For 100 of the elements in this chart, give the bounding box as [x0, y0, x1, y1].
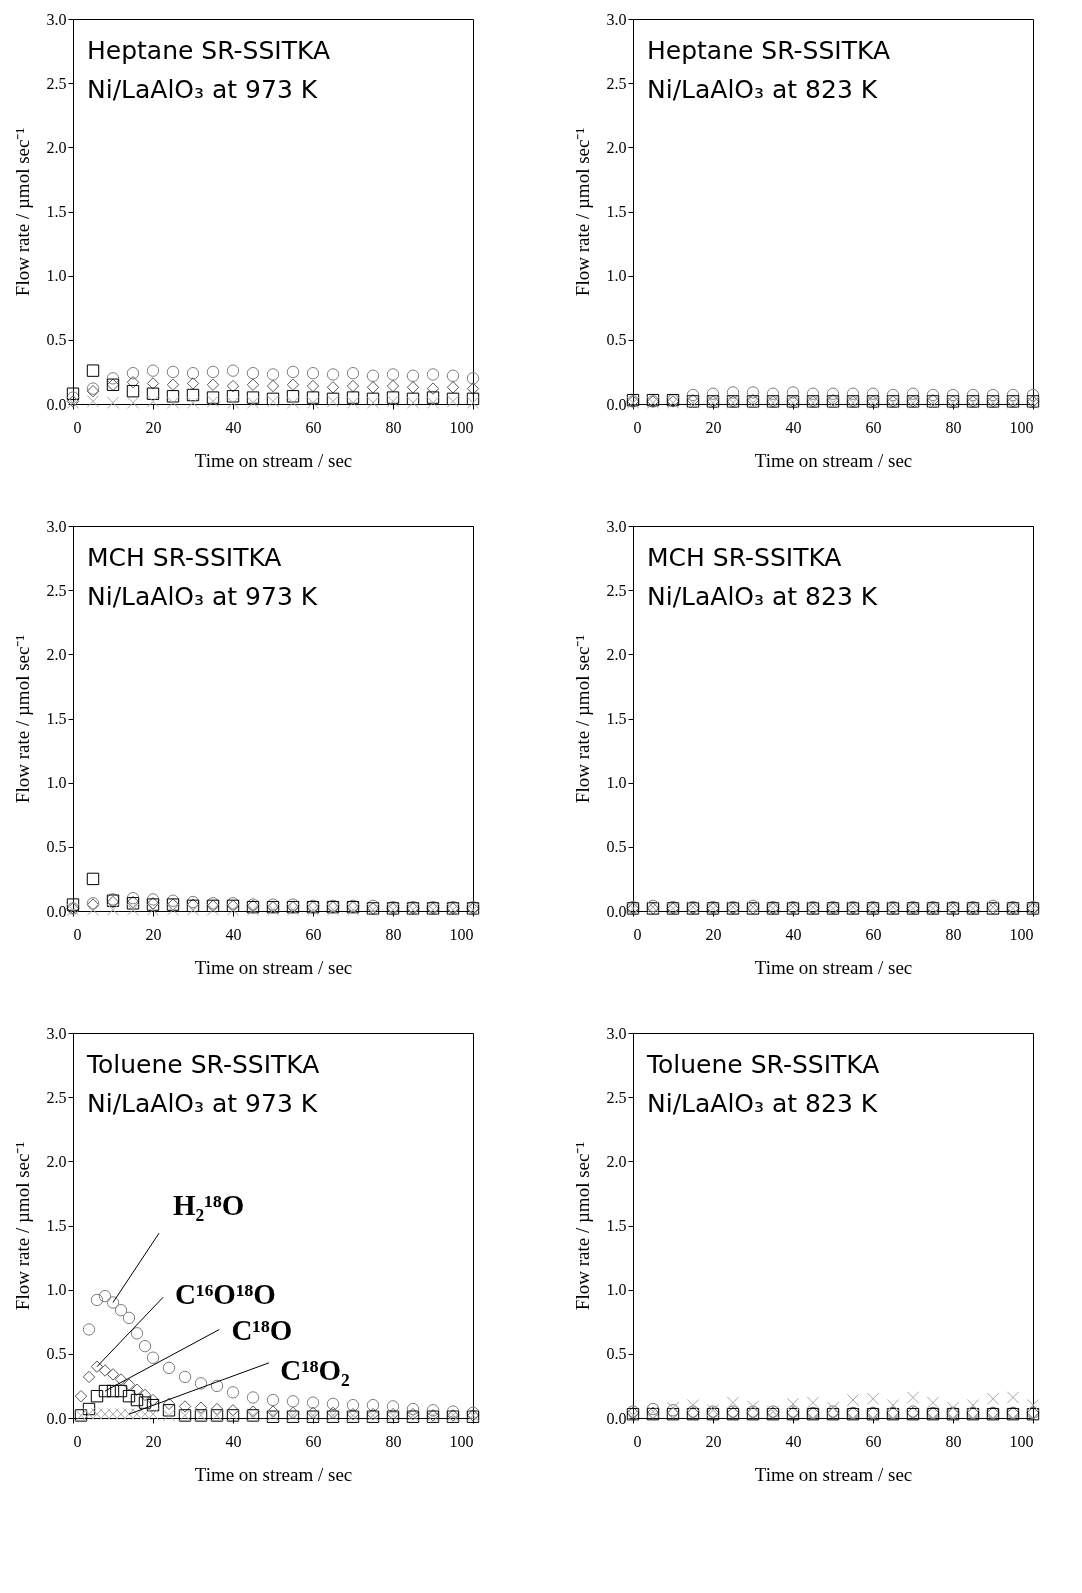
x-axis-title: Time on stream / sec [754, 449, 913, 471]
x-axis-title: Time on stream / sec [194, 1463, 353, 1485]
y-tick-label: 0.5 [606, 838, 627, 856]
annotation: H₂¹⁸O [173, 1189, 245, 1222]
y-tick-label: 0.5 [46, 331, 67, 349]
text: Ni/LaAlO₃ at 823 K [647, 1089, 878, 1118]
y-tick-label: 0.0 [46, 395, 67, 413]
text: Toluene SR-SSITKA [86, 1050, 320, 1079]
y-tick-label: 3.0 [606, 1024, 627, 1042]
text: MCH SR-SSITKA [647, 543, 842, 572]
y-tick-label: 1.5 [46, 203, 67, 220]
x-tick-label: 80 [385, 925, 402, 943]
y-tick-label: 0.5 [46, 1345, 67, 1363]
x-tick-label: 40 [785, 925, 802, 943]
y-axis-title: Flow rate / µmol sec⁻¹ [11, 127, 33, 297]
x-tick-label: 80 [385, 418, 402, 436]
y-tick-label: 2.0 [46, 1152, 67, 1170]
x-tick-label: 40 [225, 418, 242, 436]
text: Toluene SR-SSITKA [646, 1050, 880, 1079]
y-tick-label: 1.5 [46, 1217, 67, 1234]
y-tick-label: 3.0 [46, 1024, 67, 1042]
x-tick-label: 0 [73, 1432, 82, 1450]
y-axis-title: Flow rate / µmol sec⁻¹ [11, 634, 33, 804]
y-tick-label: 3.0 [46, 10, 67, 28]
x-tick-label: 100 [1009, 418, 1034, 436]
y-tick-label: 2.0 [606, 138, 627, 156]
y-tick-label: 1.5 [606, 1217, 627, 1234]
y-tick-label: 0.0 [606, 395, 627, 413]
x-axis-title: Time on stream / sec [194, 956, 353, 978]
x-tick-label: 20 [145, 418, 162, 436]
text: Ni/LaAlO₃ at 973 K [87, 75, 318, 104]
x-axis-title: Time on stream / sec [754, 1463, 913, 1485]
y-axis-title: Flow rate / µmol sec⁻¹ [571, 1141, 593, 1311]
x-tick-label: 80 [945, 1432, 962, 1450]
x-tick-label: 60 [865, 418, 882, 436]
annotation: C¹⁸O [231, 1313, 293, 1346]
y-tick-label: 0.5 [46, 838, 67, 856]
x-tick-label: 40 [785, 1432, 802, 1450]
x-tick-label: 40 [785, 418, 802, 436]
y-axis-title: Flow rate / µmol sec⁻¹ [11, 1141, 33, 1311]
x-tick-label: 80 [945, 925, 962, 943]
x-tick-label: 60 [305, 1432, 322, 1450]
x-tick-label: 0 [633, 418, 642, 436]
x-tick-label: 100 [449, 418, 474, 436]
y-tick-label: 3.0 [46, 517, 67, 535]
text: Ni/LaAlO₃ at 823 K [647, 75, 878, 104]
y-tick-label: 1.0 [606, 1281, 627, 1299]
y-axis-title: Flow rate / µmol sec⁻¹ [571, 634, 593, 804]
text: Ni/LaAlO₃ at 973 K [87, 1089, 318, 1118]
y-tick-label: 1.0 [46, 1281, 67, 1299]
text: MCH SR-SSITKA [87, 543, 282, 572]
y-tick-label: 2.0 [606, 1152, 627, 1170]
y-tick-label: 1.0 [606, 774, 627, 792]
y-tick-label: 2.5 [46, 74, 67, 92]
x-tick-label: 20 [705, 925, 722, 943]
x-tick-label: 0 [73, 925, 82, 943]
x-tick-label: 20 [705, 418, 722, 436]
x-tick-label: 80 [385, 1432, 402, 1450]
x-tick-label: 0 [633, 1432, 642, 1450]
y-tick-label: 2.5 [606, 581, 627, 599]
x-tick-label: 100 [449, 1432, 474, 1450]
x-axis-title: Time on stream / sec [754, 956, 913, 978]
y-tick-label: 2.0 [46, 138, 67, 156]
y-tick-label: 2.0 [46, 645, 67, 663]
text: Heptane SR-SSITKA [87, 36, 331, 65]
y-tick-label: 2.5 [46, 1088, 67, 1106]
text: Ni/LaAlO₃ at 823 K [647, 582, 878, 611]
x-tick-label: 20 [145, 1432, 162, 1450]
text: Ni/LaAlO₃ at 973 K [87, 582, 318, 611]
x-tick-label: 20 [145, 925, 162, 943]
y-tick-label: 0.5 [606, 1345, 627, 1363]
y-tick-label: 0.5 [606, 331, 627, 349]
y-tick-label: 1.5 [606, 710, 627, 727]
y-axis-title: Flow rate / µmol sec⁻¹ [571, 127, 593, 297]
x-tick-label: 40 [225, 1432, 242, 1450]
x-tick-label: 60 [865, 1432, 882, 1450]
x-axis-title: Time on stream / sec [194, 449, 353, 471]
x-tick-label: 40 [225, 925, 242, 943]
y-tick-label: 0.0 [46, 902, 67, 920]
y-tick-label: 0.0 [606, 1409, 627, 1427]
y-tick-label: 0.0 [606, 902, 627, 920]
y-tick-label: 3.0 [606, 517, 627, 535]
y-tick-label: 0.0 [46, 1409, 67, 1427]
y-tick-label: 2.5 [606, 1088, 627, 1106]
annotation: C¹⁶O¹⁸O [175, 1277, 276, 1310]
y-tick-label: 1.5 [606, 203, 627, 220]
y-tick-label: 3.0 [606, 10, 627, 28]
x-tick-label: 80 [945, 418, 962, 436]
y-tick-label: 2.0 [606, 645, 627, 663]
y-tick-label: 1.0 [46, 774, 67, 792]
x-tick-label: 60 [305, 925, 322, 943]
y-tick-label: 1.0 [46, 267, 67, 285]
x-tick-label: 60 [865, 925, 882, 943]
x-tick-label: 100 [1009, 1432, 1034, 1450]
x-tick-label: 0 [73, 418, 82, 436]
y-tick-label: 1.0 [606, 267, 627, 285]
x-tick-label: 60 [305, 418, 322, 436]
y-tick-label: 2.5 [46, 581, 67, 599]
text: Heptane SR-SSITKA [647, 36, 891, 65]
x-tick-label: 100 [1009, 925, 1034, 943]
